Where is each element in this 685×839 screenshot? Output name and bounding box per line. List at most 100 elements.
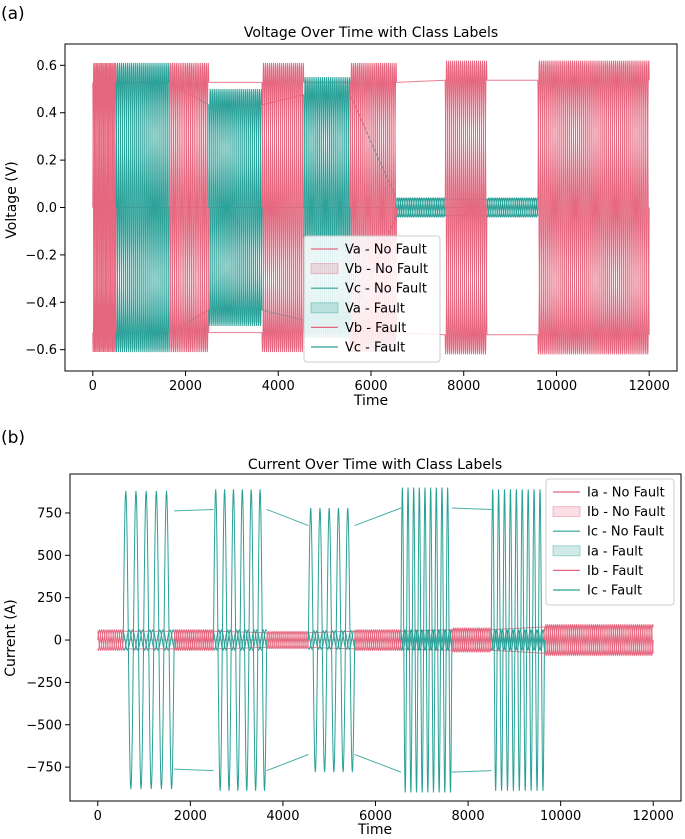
series-line-segment-9-phase-1 <box>486 197 539 218</box>
legend-label: Ic - Fault <box>587 584 642 599</box>
series-line-segment-6-phase-0 <box>354 629 402 652</box>
legend-patch-swatch <box>552 545 581 557</box>
series-line-segment-4-phase-0 <box>266 630 309 650</box>
legend-label: Ib - Fault <box>587 564 643 579</box>
series-line-segment-10-phase-0 <box>543 623 654 657</box>
series-line-segment-10-phase-2 <box>543 623 654 657</box>
series-line-segment-9-phase-1 <box>490 629 545 652</box>
series-line-segment-1-phase-1 <box>115 62 170 353</box>
series-line-segment-3-phase-2 <box>208 88 263 327</box>
x-tick-label: 8000 <box>452 809 485 824</box>
series-line-segment-8-phase-0 <box>451 627 492 653</box>
legend-label: Va - No Fault <box>345 243 427 258</box>
series-line-segment-1-phase-1 <box>122 629 175 651</box>
legend: Va - No Fault Vb - No Fault Vc - No Fault V… <box>303 235 441 363</box>
series-line-segment-0-phase-0 <box>92 62 117 353</box>
panel-label-a: (a) <box>1 4 25 24</box>
x-tick-label: 2000 <box>174 809 207 824</box>
series-line-segment-6-phase-1 <box>354 629 402 652</box>
y-tick-label: −0.6 <box>25 343 57 358</box>
series-line-segment-7-phase-2 <box>400 629 453 652</box>
series-line-segment-10-phase-2 <box>537 60 650 355</box>
series-line-segment-1-phase-2 <box>115 62 170 353</box>
x-tick-label: 8000 <box>447 379 480 394</box>
y-tick-label: 0.2 <box>36 154 57 169</box>
voltage-plot-area: 0 2000 4000 6000 8000 10000 12000 −0.6 −0.4 −0.2 0… <box>25 43 678 394</box>
series-line-segment-7-phase-1 <box>400 629 453 652</box>
series-line-segment-5-phase-0 <box>307 507 356 773</box>
series-connector <box>354 507 402 527</box>
panel-label-b: (b) <box>1 428 25 448</box>
legend-label: Vb - Fault <box>345 321 406 336</box>
series-line-segment-1-phase-0 <box>122 490 175 790</box>
y-tick-label: 500 <box>37 549 62 564</box>
legend-box <box>303 235 441 363</box>
series-line-segment-4-phase-0 <box>261 62 305 353</box>
y-tick-label: 250 <box>37 591 62 606</box>
series-line-segment-8-phase-2 <box>451 627 492 653</box>
x-tick-label: 4000 <box>262 379 295 394</box>
series-line-segment-6-phase-2 <box>354 629 402 652</box>
series-line-segment-9-phase-2 <box>490 629 545 652</box>
x-tick-label: 12000 <box>633 809 674 824</box>
legend-patch-swatch <box>310 302 339 314</box>
y-tick-label: −750 <box>26 761 62 776</box>
current-chart-title: Current Over Time with Class Labels <box>248 457 502 473</box>
series-connector <box>266 754 309 772</box>
series-connector <box>266 508 309 527</box>
series-line-segment-2-phase-1 <box>173 628 214 652</box>
series-line-segment-3-phase-0 <box>208 88 263 327</box>
series-connector <box>451 507 492 510</box>
x-tick-label: 0 <box>94 809 102 824</box>
y-tick-label: 0 <box>54 634 62 649</box>
series-line-segment-8-phase-2 <box>444 60 488 355</box>
series-line-segment-0-phase-1 <box>97 629 124 652</box>
x-tick-label: 10000 <box>540 809 581 824</box>
legend-patch-swatch <box>552 506 581 518</box>
current-plot-area: 0 2000 4000 6000 8000 10000 12000 −750 −500 −250 0… <box>26 473 682 824</box>
y-tick-label: −0.2 <box>25 248 57 263</box>
voltage-chart-title: Voltage Over Time with Class Labels <box>244 25 498 41</box>
series-line-segment-3-phase-0 <box>212 489 268 791</box>
legend-label: Ib - No Fault <box>587 505 665 520</box>
series-connector <box>174 768 214 772</box>
series-line-segment-1-phase-0 <box>115 62 170 353</box>
series-line-segment-1-phase-2 <box>122 629 175 651</box>
y-tick-label: −500 <box>26 718 62 733</box>
y-tick-label: 0.4 <box>36 106 57 121</box>
legend-label: Vc - No Fault <box>345 282 427 297</box>
series-line-segment-7-phase-0 <box>400 487 453 793</box>
legend-label: Va - Fault <box>345 301 405 316</box>
series-line-segment-2-phase-2 <box>168 62 210 353</box>
series-connector <box>396 79 446 83</box>
series-line-segment-7-phase-1 <box>396 197 446 218</box>
legend-label: Vc - Fault <box>345 341 405 356</box>
series-line-segment-10-phase-1 <box>543 623 654 657</box>
y-tick-label: 0.6 <box>36 59 57 74</box>
series-line-segment-4-phase-2 <box>266 630 309 650</box>
series-line-segment-5-phase-1 <box>307 630 356 650</box>
y-tick-label: 750 <box>37 506 62 521</box>
series-line-segment-9-phase-0 <box>486 197 539 218</box>
x-tick-label: 12000 <box>629 379 670 394</box>
legend: Ia - No Fault Ib - No Fault Ic - No Fault I… <box>545 478 675 606</box>
y-tick-label: −0.4 <box>25 296 57 311</box>
series-line-segment-3-phase-2 <box>213 629 268 651</box>
legend-patch-swatch <box>310 263 339 275</box>
series-line-segment-4-phase-1 <box>266 630 309 650</box>
x-tick-label: 2000 <box>169 379 202 394</box>
x-tick-label: 6000 <box>354 379 387 394</box>
series-line-segment-0-phase-2 <box>97 629 124 652</box>
series-connector <box>354 754 402 773</box>
voltage-y-axis-label: Voltage (V) <box>4 161 20 238</box>
legend-label: Ia - Fault <box>587 544 643 559</box>
current-chart: (b) Current Over Time with Class Labels … <box>1 428 682 838</box>
series-line-segment-7-phase-2 <box>396 197 446 218</box>
series-line-segment-10-phase-0 <box>537 60 650 355</box>
legend-box <box>545 478 675 606</box>
series-line-segment-9-phase-2 <box>486 197 539 218</box>
legend-label: Vb - No Fault <box>345 262 428 277</box>
series-line-segment-2-phase-0 <box>168 62 210 353</box>
series-line-segment-3-phase-1 <box>208 88 263 327</box>
series-connector <box>451 770 492 773</box>
